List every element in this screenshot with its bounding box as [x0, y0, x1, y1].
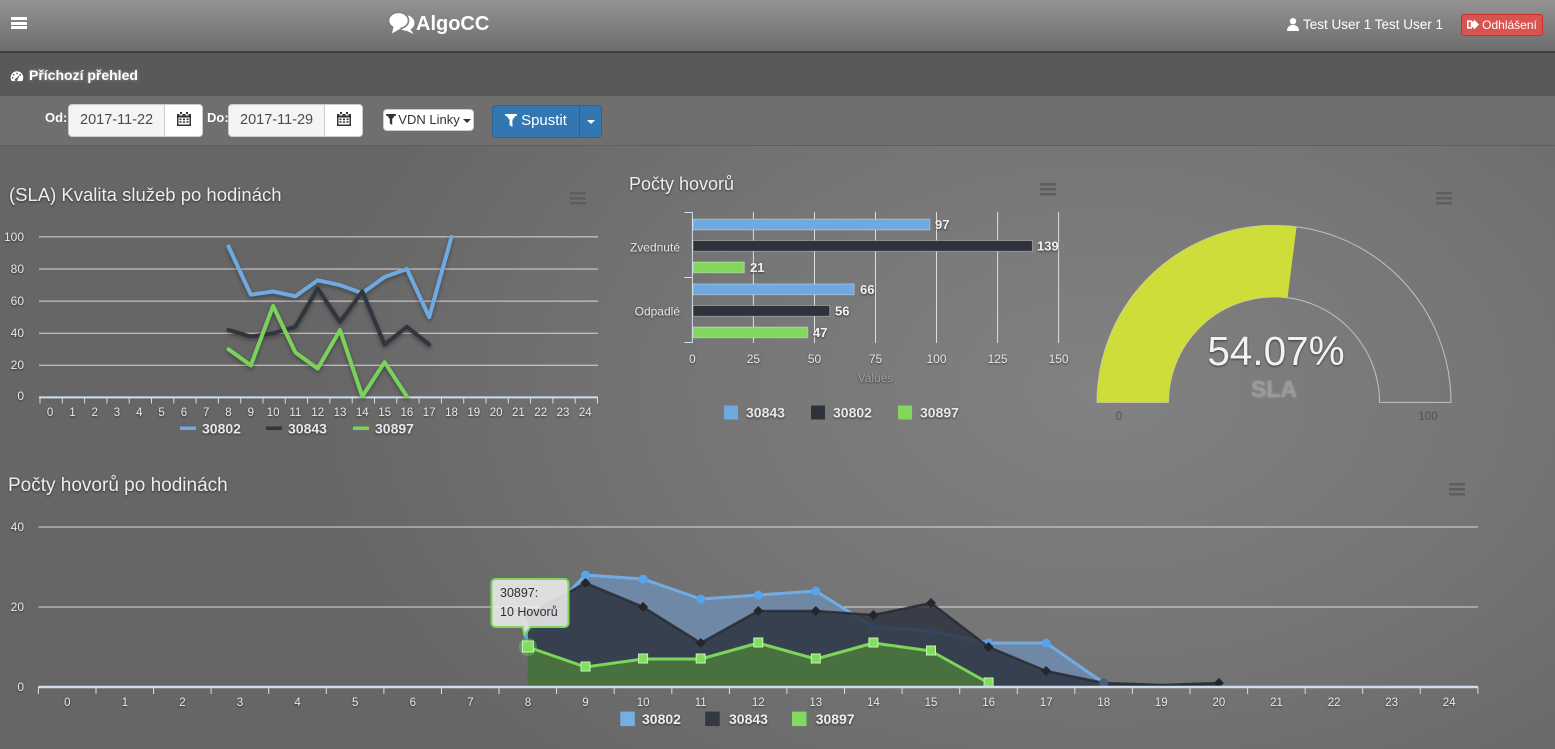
svg-text:4: 4: [136, 407, 143, 419]
svg-text:30802: 30802: [202, 421, 241, 437]
svg-text:19: 19: [467, 407, 480, 419]
svg-text:22: 22: [1328, 697, 1341, 709]
svg-text:13: 13: [809, 697, 822, 709]
svg-text:54.07%: 54.07%: [1207, 328, 1344, 374]
svg-text:5: 5: [158, 407, 164, 419]
svg-text:10 Hovorů: 10 Hovorů: [500, 605, 558, 619]
svg-text:30897: 30897: [375, 421, 414, 437]
svg-text:24: 24: [579, 407, 592, 419]
svg-text:30843: 30843: [288, 421, 327, 437]
svg-text:30897:: 30897:: [500, 586, 538, 600]
svg-text:23: 23: [557, 407, 570, 419]
svg-text:20: 20: [1213, 697, 1226, 709]
svg-text:20: 20: [11, 600, 25, 614]
svg-text:21: 21: [750, 260, 764, 275]
svg-text:2: 2: [179, 697, 185, 709]
svg-text:75: 75: [869, 352, 883, 366]
svg-text:47: 47: [813, 325, 827, 340]
svg-text:17: 17: [1040, 697, 1053, 709]
svg-text:14: 14: [867, 697, 880, 709]
svg-text:15: 15: [378, 407, 391, 419]
svg-text:Zvednuté: Zvednuté: [630, 241, 680, 255]
svg-text:30802: 30802: [833, 405, 872, 421]
svg-text:11: 11: [289, 407, 301, 419]
svg-text:0: 0: [689, 352, 696, 366]
svg-text:14: 14: [356, 407, 369, 419]
svg-text:20: 20: [11, 358, 25, 372]
svg-text:66: 66: [860, 282, 874, 297]
svg-text:Values: Values: [858, 371, 894, 385]
svg-text:15: 15: [925, 697, 938, 709]
svg-text:21: 21: [512, 407, 525, 419]
svg-text:10: 10: [637, 697, 650, 709]
svg-text:12: 12: [752, 697, 765, 709]
svg-text:4: 4: [294, 697, 301, 709]
svg-text:3: 3: [114, 407, 120, 419]
svg-text:100: 100: [926, 352, 946, 366]
svg-text:12: 12: [311, 407, 324, 419]
svg-text:2: 2: [91, 407, 97, 419]
svg-text:Odpadlé: Odpadlé: [635, 305, 681, 319]
svg-text:8: 8: [225, 407, 231, 419]
svg-text:SLA: SLA: [1251, 376, 1297, 402]
svg-text:7: 7: [203, 407, 209, 419]
svg-text:150: 150: [1049, 352, 1069, 366]
svg-text:60: 60: [11, 294, 25, 308]
svg-text:80: 80: [11, 262, 25, 276]
svg-text:100: 100: [1418, 411, 1437, 423]
svg-text:25: 25: [747, 352, 761, 366]
svg-text:0: 0: [64, 697, 70, 709]
svg-text:1: 1: [122, 697, 128, 709]
svg-text:16: 16: [982, 697, 995, 709]
svg-text:6: 6: [410, 697, 416, 709]
svg-text:0: 0: [17, 389, 24, 403]
svg-text:30843: 30843: [746, 405, 785, 421]
svg-text:50: 50: [808, 352, 822, 366]
svg-text:8: 8: [525, 697, 531, 709]
svg-text:23: 23: [1385, 697, 1398, 709]
svg-text:22: 22: [534, 407, 547, 419]
svg-text:7: 7: [467, 697, 473, 709]
svg-text:6: 6: [181, 407, 187, 419]
svg-text:0: 0: [1116, 411, 1122, 423]
svg-text:Počty hovorů: Počty hovorů: [629, 174, 734, 194]
svg-text:17: 17: [423, 407, 436, 419]
svg-text:139: 139: [1037, 239, 1059, 254]
svg-text:40: 40: [11, 520, 25, 534]
svg-text:125: 125: [988, 352, 1008, 366]
svg-text:1: 1: [69, 407, 75, 419]
svg-text:56: 56: [835, 303, 849, 318]
svg-text:0: 0: [47, 407, 53, 419]
svg-text:9: 9: [248, 407, 254, 419]
svg-text:(SLA) Kvalita služeb po hodiná: (SLA) Kvalita služeb po hodinách: [9, 184, 282, 205]
svg-text:97: 97: [935, 217, 949, 232]
svg-text:21: 21: [1270, 697, 1283, 709]
svg-text:30843: 30843: [729, 711, 768, 727]
svg-text:40: 40: [11, 326, 25, 340]
svg-text:24: 24: [1443, 697, 1456, 709]
svg-text:3: 3: [237, 697, 243, 709]
svg-text:0: 0: [17, 680, 24, 694]
svg-text:10: 10: [267, 407, 280, 419]
svg-text:13: 13: [334, 407, 347, 419]
svg-text:Počty hovorů po hodinách: Počty hovorů po hodinách: [8, 475, 228, 496]
svg-text:5: 5: [352, 697, 358, 709]
svg-text:18: 18: [1097, 697, 1110, 709]
svg-text:30897: 30897: [816, 711, 855, 727]
svg-text:20: 20: [490, 407, 503, 419]
svg-text:18: 18: [445, 407, 458, 419]
svg-text:100: 100: [4, 230, 24, 244]
svg-text:30897: 30897: [920, 405, 959, 421]
svg-text:30802: 30802: [642, 711, 681, 727]
svg-text:9: 9: [582, 697, 588, 709]
svg-text:19: 19: [1155, 697, 1168, 709]
svg-text:11: 11: [695, 697, 707, 709]
svg-text:16: 16: [401, 407, 414, 419]
